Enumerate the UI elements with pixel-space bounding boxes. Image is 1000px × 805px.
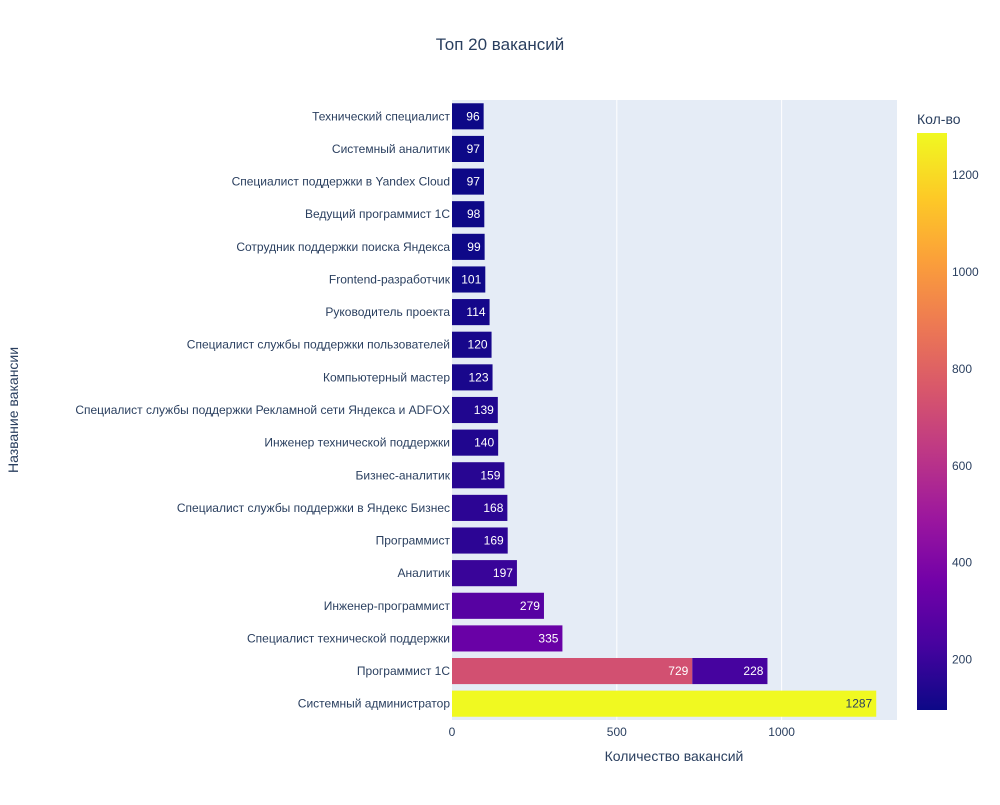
colorbar-title: Кол-во — [917, 111, 961, 127]
bar — [452, 690, 877, 717]
bar — [452, 592, 544, 619]
y-tick-label: Программист — [376, 534, 451, 548]
y-tick-label: Руководитель проекта — [325, 305, 450, 319]
bar-value-label: 99 — [467, 240, 481, 254]
y-tick-label: Бизнес-аналитик — [355, 468, 450, 482]
colorbar-ticks: 200 400 600 800 1000 1200 — [952, 168, 979, 666]
bar — [452, 429, 499, 456]
y-tick-label: Frontend-разработчик — [329, 272, 451, 286]
y-tick-label: Аналитик — [398, 566, 451, 580]
bar-value-label: 228 — [743, 664, 763, 678]
bar-value-label: 98 — [467, 207, 481, 221]
x-tick-label: 0 — [449, 725, 456, 739]
bar — [452, 103, 484, 130]
bar-value-label: 279 — [520, 599, 540, 613]
bar — [452, 396, 498, 424]
bar — [452, 625, 563, 652]
bar — [452, 364, 493, 391]
x-axis-title: Количество вакансий — [605, 748, 744, 764]
x-tick-label: 1000 — [768, 725, 795, 739]
bar-value-label: 97 — [467, 175, 481, 189]
y-tick-label: Программист 1С — [357, 664, 450, 678]
bar — [452, 168, 484, 195]
bar-value-label: 114 — [466, 305, 485, 319]
y-tick-labels: Технический специалист Системный аналитик… — [75, 109, 450, 710]
y-tick-label: Специалист службы поддержки в Яндекс Биз… — [177, 501, 450, 515]
bar-value-label: 101 — [461, 272, 481, 286]
y-tick-label: Специалист службы поддержки пользователе… — [187, 338, 450, 352]
bar-value-label: 729 — [668, 664, 688, 678]
bar — [452, 527, 508, 554]
bar — [452, 233, 485, 260]
bar-value-label: 197 — [493, 566, 513, 580]
bar-value-label: 140 — [474, 436, 494, 450]
bars: 96 97 97 98 99 101 114 120 123 139 140 159 168 169 197… — [452, 103, 877, 717]
grid-lines — [616, 100, 783, 720]
bar — [692, 658, 768, 685]
bar — [452, 462, 505, 489]
y-tick-label: Специалист поддержки в Yandex Cloud — [232, 175, 450, 189]
bar-value-label: 123 — [469, 370, 489, 384]
bar — [452, 266, 486, 293]
colorbar-tick-label: 400 — [952, 556, 972, 570]
bar-value-label: 169 — [484, 534, 504, 548]
colorbar-tick-label: 200 — [952, 653, 972, 667]
colorbar-tick-label: 800 — [952, 362, 972, 376]
bar-value-label: 139 — [474, 403, 494, 417]
y-tick-label: Инженер технической поддержки — [264, 436, 450, 450]
bar — [452, 560, 517, 587]
bar — [452, 201, 485, 228]
bar-value-label: 168 — [483, 501, 503, 515]
bar — [452, 135, 484, 162]
bar-value-label: 120 — [468, 338, 488, 352]
y-tick-label: Ведущий программист 1С — [305, 207, 450, 221]
bar-value-label: 96 — [466, 109, 480, 123]
bar — [452, 494, 508, 521]
x-tick-labels: 0 500 1000 — [449, 725, 796, 739]
colorbar-tick-label: 1000 — [952, 265, 979, 279]
y-tick-label: Компьютерный мастер — [323, 370, 450, 384]
bar — [452, 299, 490, 326]
bar-value-label: 335 — [538, 631, 558, 645]
bar — [452, 658, 693, 685]
y-tick-label: Системный администратор — [298, 697, 451, 711]
colorbar-tick-label: 1200 — [952, 168, 979, 182]
colorbar-tick-label: 600 — [952, 459, 972, 473]
chart-title: Топ 20 вакансий — [436, 35, 565, 54]
y-tick-label: Специалист службы поддержки Рекламной се… — [75, 403, 450, 417]
y-tick-label: Сотрудник поддержки поиска Яндекса — [236, 240, 450, 254]
bar — [452, 331, 492, 358]
bar-value-label: 97 — [467, 142, 481, 156]
bar-value-label: 1287 — [846, 697, 873, 711]
y-tick-label: Системный аналитик — [332, 142, 451, 156]
y-tick-label: Технический специалист — [312, 109, 450, 123]
y-tick-label: Специалист технической поддержки — [247, 631, 450, 645]
y-tick-label: Инженер-программист — [324, 599, 451, 613]
colorbar — [917, 133, 947, 710]
x-tick-label: 500 — [607, 725, 627, 739]
bar-value-label: 159 — [480, 468, 500, 482]
y-axis-title: Название вакансии — [5, 347, 21, 473]
